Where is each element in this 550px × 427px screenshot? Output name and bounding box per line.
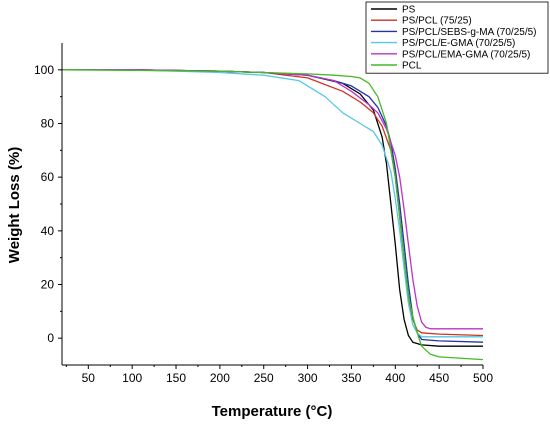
series-line-6 bbox=[61, 69, 484, 361]
y-tick-label: 80 bbox=[41, 117, 55, 131]
series-line-3 bbox=[62, 69, 484, 343]
y-tick-label: 100 bbox=[34, 63, 54, 77]
y-axis-title: Weight Loss (%) bbox=[6, 147, 23, 263]
y-tick-label: 20 bbox=[41, 278, 55, 292]
y-tick-label: 0 bbox=[47, 331, 54, 345]
legend-label-1: PS bbox=[402, 5, 416, 16]
series-layer bbox=[61, 69, 484, 361]
legend-label-3: PS/PCL/SEBS-g-MA (70/25/5) bbox=[402, 27, 537, 38]
ticks-layer: 50 100 150 200 250 300 350 400 450 500 0 20 40 60 80 10… bbox=[34, 63, 493, 385]
legend-label-5: PS/PCL/EMA-GMA (70/25/5) bbox=[402, 49, 530, 60]
series-line-4 bbox=[62, 69, 483, 338]
x-tick-label: 500 bbox=[473, 371, 493, 385]
y-tick-label: 40 bbox=[41, 224, 55, 238]
x-tick-label: 300 bbox=[298, 371, 318, 385]
x-tick-label: 150 bbox=[166, 371, 186, 385]
legend-box bbox=[365, 1, 549, 74]
y-tick-label: 60 bbox=[41, 170, 55, 184]
series-line-2 bbox=[62, 69, 484, 337]
series-line-1 bbox=[62, 69, 483, 347]
legend-label-2: PS/PCL (75/25) bbox=[402, 16, 472, 27]
legend-label-6: PCL bbox=[402, 61, 422, 72]
x-axis-title: Temperature (°C) bbox=[212, 403, 333, 420]
series-line-5 bbox=[62, 69, 483, 330]
x-tick-label: 50 bbox=[82, 371, 96, 385]
legend-label-4: PS/PCL/E-GMA (70/25/5) bbox=[402, 38, 515, 49]
x-tick-label: 400 bbox=[385, 371, 405, 385]
x-tick-label: 100 bbox=[122, 371, 142, 385]
x-tick-label: 350 bbox=[341, 371, 361, 385]
x-tick-label: 450 bbox=[429, 371, 449, 385]
x-tick-label: 250 bbox=[254, 371, 274, 385]
x-tick-label: 200 bbox=[210, 371, 230, 385]
